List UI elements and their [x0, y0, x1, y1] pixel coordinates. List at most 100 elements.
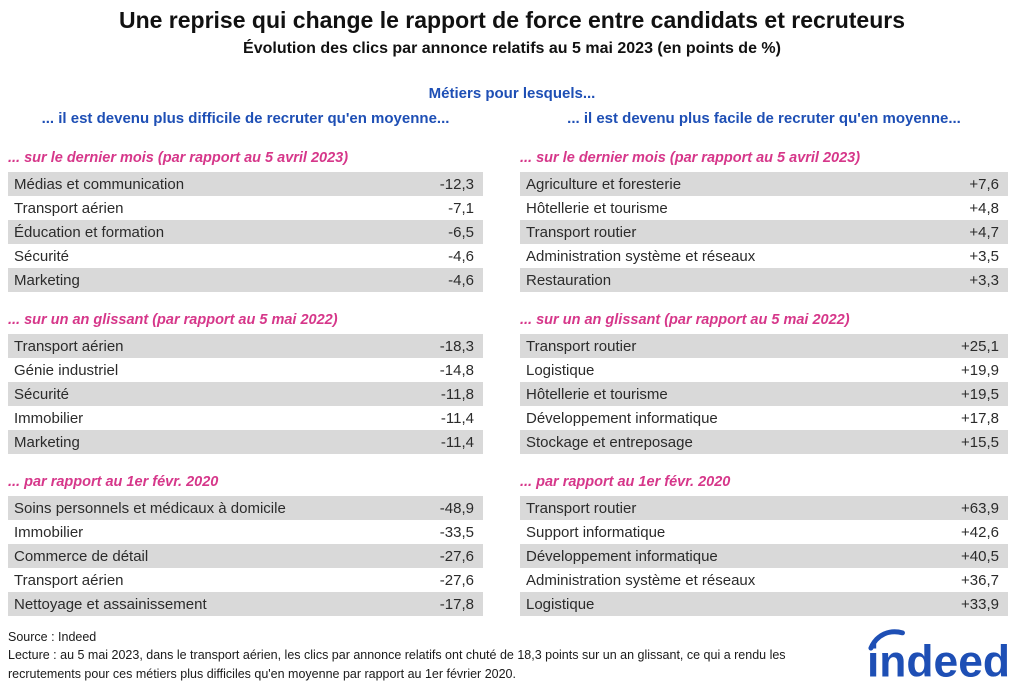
source-note: Source : Indeed	[8, 630, 97, 644]
row-label: Commerce de détail	[14, 547, 149, 565]
row-label: Marketing	[14, 433, 80, 451]
table-row: Administration système et réseaux +36,7	[520, 568, 1008, 592]
row-value: +36,7	[961, 571, 999, 589]
group-header: Métiers pour lesquels...	[428, 85, 596, 102]
table-row: Logistique +33,9	[520, 592, 1008, 616]
data-table: Transport routier +25,1 Logistique +19,9…	[520, 334, 1008, 454]
row-label: Restauration	[526, 271, 612, 289]
row-value: -48,9	[439, 499, 474, 517]
row-value: -17,8	[439, 595, 474, 613]
row-value: +3,5	[969, 247, 999, 265]
table-row: Transport routier +4,7	[520, 220, 1008, 244]
row-label: Administration système et réseaux	[526, 247, 756, 265]
column-difficile: ... il est devenu plus difficile de recr…	[8, 110, 483, 616]
section-dernier-mois-difficile: ... sur le dernier mois (par rapport au …	[8, 149, 483, 292]
indeed-logo-swoosh-icon	[868, 629, 905, 651]
columns-container: ... il est devenu plus difficile de recr…	[0, 110, 1024, 616]
row-label: Transport aérien	[14, 337, 124, 355]
row-value: -18,3	[439, 337, 474, 355]
row-label: Hôtellerie et tourisme	[526, 199, 668, 217]
table-row: Transport aérien -18,3	[8, 334, 483, 358]
section-header: ... sur le dernier mois (par rapport au …	[8, 150, 349, 166]
row-label: Agriculture et foresterie	[526, 175, 682, 193]
row-label: Administration système et réseaux	[526, 571, 756, 589]
table-row: Administration système et réseaux +3,5	[520, 244, 1008, 268]
data-table: Agriculture et foresterie +7,6 Hôtelleri…	[520, 172, 1008, 292]
section-un-an-facile: ... sur un an glissant (par rapport au 5…	[520, 311, 1008, 454]
row-value: -4,6	[448, 271, 474, 289]
row-label: Développement informatique	[526, 409, 718, 427]
section-dernier-mois-facile: ... sur le dernier mois (par rapport au …	[520, 149, 1008, 292]
row-value: +63,9	[961, 499, 999, 517]
row-label: Sécurité	[14, 247, 70, 265]
row-value: +7,6	[969, 175, 999, 193]
table-row: Commerce de détail -27,6	[8, 544, 483, 568]
table-row: Transport aérien -27,6	[8, 568, 483, 592]
infographic-page: Une reprise qui change le rapport de for…	[0, 5, 1024, 697]
row-label: Stockage et entreposage	[526, 433, 693, 451]
indeed-logo-text: indeed	[867, 638, 1010, 687]
table-row: Immobilier -33,5	[8, 520, 483, 544]
row-label: Logistique	[526, 595, 595, 613]
column-header-facile: ... il est devenu plus facile de recrute…	[567, 110, 961, 127]
column-header-difficile: ... il est devenu plus difficile de recr…	[41, 110, 450, 127]
table-row: Support informatique +42,6	[520, 520, 1008, 544]
row-label: Génie industriel	[14, 361, 119, 379]
data-table: Transport aérien -18,3 Génie industriel …	[8, 334, 483, 454]
row-label: Développement informatique	[526, 547, 718, 565]
row-value: -7,1	[448, 199, 474, 217]
row-value: -27,6	[439, 571, 474, 589]
row-label: Nettoyage et assainissement	[14, 595, 207, 613]
table-row: Transport routier +25,1	[520, 334, 1008, 358]
section-fevr-2020-facile: ... par rapport au 1er févr. 2020 Transp…	[520, 473, 1008, 616]
table-row: Nettoyage et assainissement -17,8	[8, 592, 483, 616]
section-header: ... sur un an glissant (par rapport au 5…	[520, 312, 850, 328]
row-value: +19,5	[961, 385, 999, 403]
row-label: Transport routier	[526, 223, 637, 241]
table-row: Éducation et formation -6,5	[8, 220, 483, 244]
row-label: Support informatique	[526, 523, 666, 541]
table-row: Génie industriel -14,8	[8, 358, 483, 382]
row-value: +3,3	[969, 271, 999, 289]
table-row: Hôtellerie et tourisme +19,5	[520, 382, 1008, 406]
indeed-logo: indeed	[867, 629, 1010, 687]
row-value: +40,5	[961, 547, 999, 565]
table-row: Stockage et entreposage +15,5	[520, 430, 1008, 454]
table-row: Médias et communication -12,3	[8, 172, 483, 196]
row-label: Logistique	[526, 361, 595, 379]
row-value: +42,6	[961, 523, 999, 541]
row-value: -14,8	[439, 361, 474, 379]
table-row: Logistique +19,9	[520, 358, 1008, 382]
table-row: Soins personnels et médicaux à domicile …	[8, 496, 483, 520]
lecture-note: Lecture : au 5 mai 2023, dans le transpo…	[8, 648, 786, 681]
row-label: Transport aérien	[14, 199, 124, 217]
row-label: Immobilier	[14, 523, 84, 541]
row-value: -6,5	[448, 223, 474, 241]
row-label: Éducation et formation	[14, 223, 165, 241]
row-label: Médias et communication	[14, 175, 185, 193]
row-label: Hôtellerie et tourisme	[526, 385, 668, 403]
row-value: -27,6	[439, 547, 474, 565]
row-value: -33,5	[439, 523, 474, 541]
row-value: +33,9	[961, 595, 999, 613]
table-row: Sécurité -11,8	[8, 382, 483, 406]
page-subtitle: Évolution des clics par annonce relatifs…	[243, 40, 781, 57]
section-un-an-difficile: ... sur un an glissant (par rapport au 5…	[8, 311, 483, 454]
table-row: Restauration +3,3	[520, 268, 1008, 292]
row-label: Marketing	[14, 271, 80, 289]
row-value: -11,4	[440, 409, 474, 427]
section-header: ... par rapport au 1er févr. 2020	[520, 474, 731, 490]
row-label: Sécurité	[14, 385, 70, 403]
section-header: ... par rapport au 1er févr. 2020	[8, 474, 219, 490]
row-value: -11,8	[440, 385, 474, 403]
table-row: Agriculture et foresterie +7,6	[520, 172, 1008, 196]
footer: Source : Indeed Lecture : au 5 mai 2023,…	[8, 623, 1024, 697]
section-header: ... sur un an glissant (par rapport au 5…	[8, 312, 338, 328]
section-fevr-2020-difficile: ... par rapport au 1er févr. 2020 Soins …	[8, 473, 483, 616]
row-label: Transport routier	[526, 499, 637, 517]
table-row: Développement informatique +40,5	[520, 544, 1008, 568]
row-label: Transport aérien	[14, 571, 124, 589]
row-label: Immobilier	[14, 409, 84, 427]
table-row: Développement informatique +17,8	[520, 406, 1008, 430]
row-label: Transport routier	[526, 337, 637, 355]
